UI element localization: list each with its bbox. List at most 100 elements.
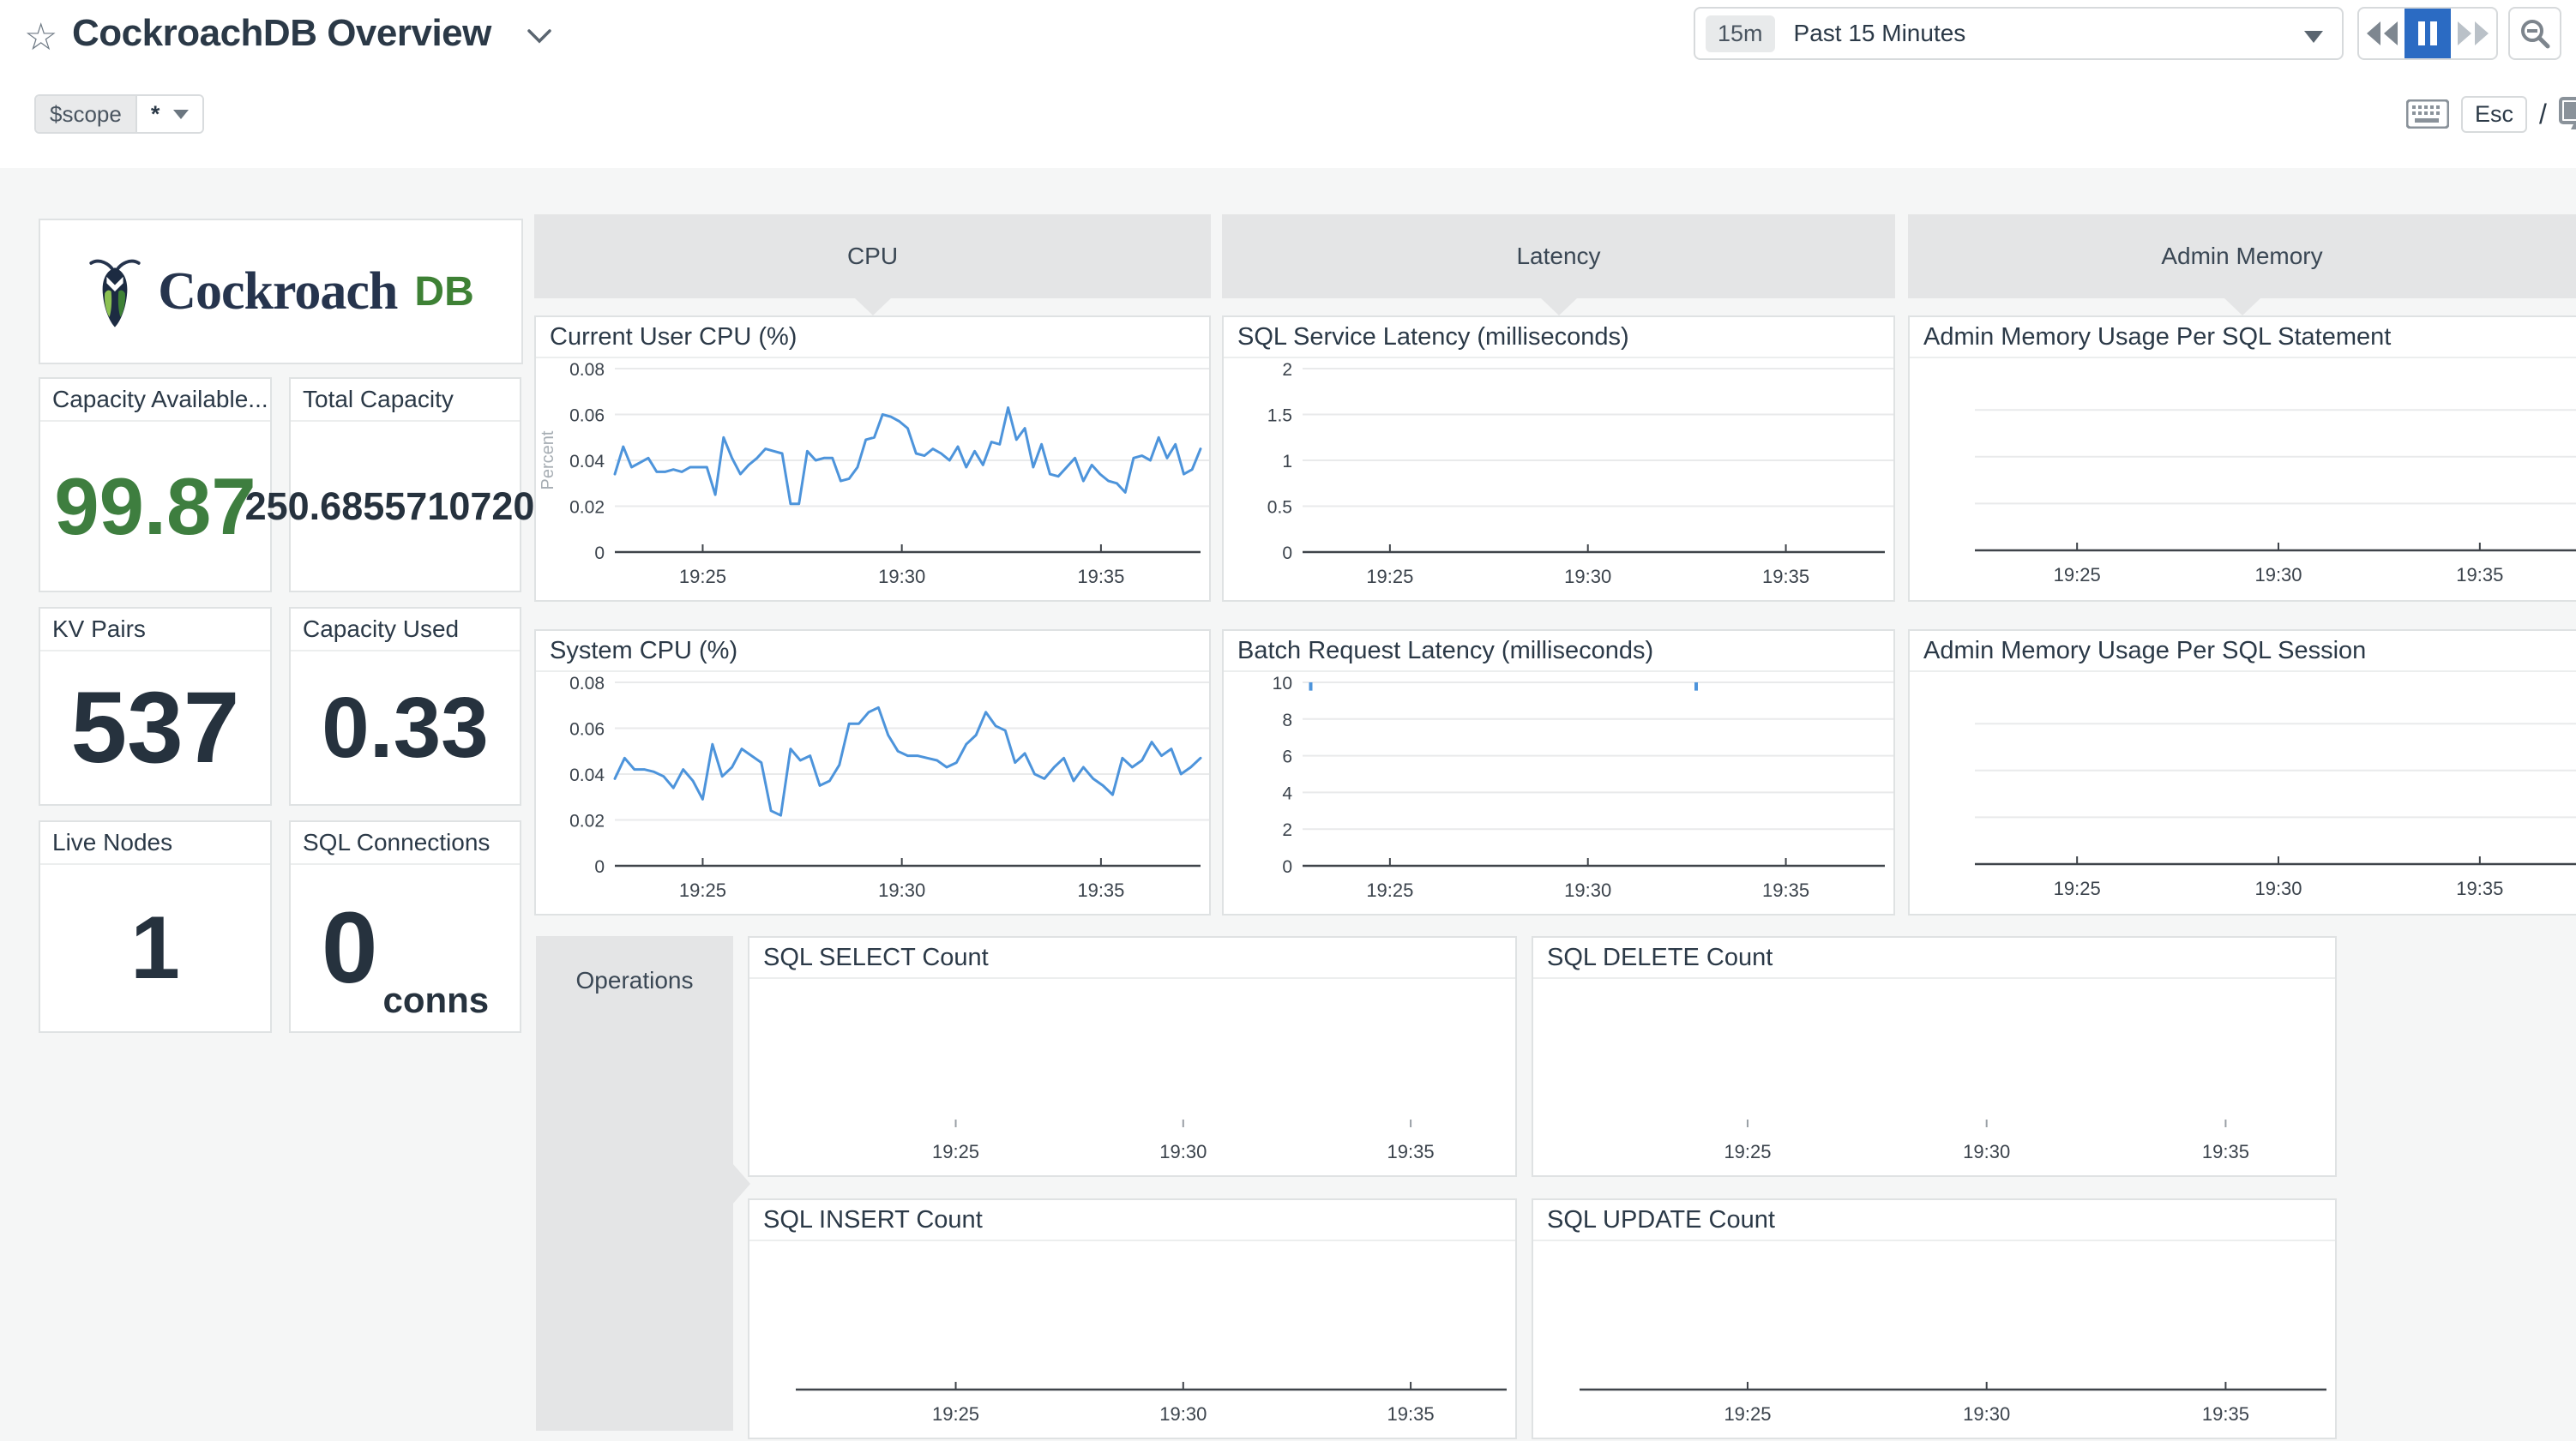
svg-text:6: 6 bbox=[1282, 748, 1292, 767]
svg-text:19:35: 19:35 bbox=[2456, 878, 2503, 899]
stat-value: 0 bbox=[321, 892, 378, 1005]
rewind-button[interactable] bbox=[2359, 9, 2404, 58]
svg-text:0.06: 0.06 bbox=[569, 720, 605, 740]
svg-text:19:35: 19:35 bbox=[1387, 1403, 1435, 1425]
chart-title: SQL Service Latency (milliseconds) bbox=[1224, 317, 1893, 358]
fast-forward-icon bbox=[2458, 21, 2489, 45]
svg-text:1.5: 1.5 bbox=[1267, 406, 1292, 426]
chart-title: Batch Request Latency (milliseconds) bbox=[1224, 631, 1893, 672]
svg-text:1: 1 bbox=[1282, 452, 1292, 471]
svg-text:0.02: 0.02 bbox=[569, 498, 605, 518]
group-header-latency[interactable]: Latency bbox=[1222, 214, 1895, 315]
group-header-operations[interactable]: Operations bbox=[536, 936, 750, 1431]
chart-plot: 19:25 19:30 19:35 bbox=[749, 1241, 1515, 1438]
chart-card-sql-insert-count[interactable]: SQL INSERT Count 19:25 19:30 19:35 bbox=[748, 1198, 1517, 1439]
svg-text:19:25: 19:25 bbox=[932, 1403, 979, 1425]
chart-title: Current User CPU (%) bbox=[536, 317, 1209, 358]
cockroachdb-logo-card: Cockroach DB bbox=[39, 219, 523, 364]
zoom-out-button[interactable] bbox=[2508, 7, 2561, 60]
stat-card-total-capacity: Total Capacity 250.6855710720 GB bbox=[245, 377, 565, 592]
svg-text:19:30: 19:30 bbox=[2254, 878, 2302, 899]
svg-text:19:30: 19:30 bbox=[1159, 1403, 1207, 1425]
pause-button[interactable] bbox=[2404, 9, 2451, 58]
group-pointer bbox=[853, 297, 892, 315]
stat-card-kv-pairs: KV Pairs 537 bbox=[39, 607, 272, 806]
stat-value: 0.33 bbox=[322, 680, 489, 776]
chart-plot: 19:25 19:30 19:35 bbox=[1910, 358, 2576, 600]
chart-title: Admin Memory Usage Per SQL Statement bbox=[1910, 317, 2576, 358]
zoom-out-icon bbox=[2521, 20, 2550, 49]
svg-text:19:35: 19:35 bbox=[2202, 1403, 2249, 1425]
keyboard-hints: Esc / bbox=[2406, 93, 2576, 135]
group-pointer bbox=[2223, 297, 2261, 315]
stat-label: KV Pairs bbox=[40, 609, 270, 651]
rewind-icon bbox=[2366, 21, 2398, 45]
svg-text:19:30: 19:30 bbox=[878, 566, 925, 587]
stat-value: 537 bbox=[70, 671, 240, 784]
svg-text:19:35: 19:35 bbox=[1077, 880, 1124, 901]
svg-text:19:35: 19:35 bbox=[1762, 566, 1809, 587]
chart-title: SQL INSERT Count bbox=[749, 1200, 1515, 1241]
template-variable-scope[interactable]: $scope * bbox=[34, 94, 205, 134]
titlebar: ☆ CockroachDB Overview 15m Past 15 Minut… bbox=[0, 0, 2576, 77]
scope-caret-icon bbox=[173, 109, 190, 119]
svg-text:19:25: 19:25 bbox=[1724, 1141, 1771, 1162]
chart-title: SQL UPDATE Count bbox=[1533, 1200, 2335, 1241]
chart-card-current-user-cpu[interactable]: Current User CPU (%) 0 0.02 0.04 0.06 0.08 19… bbox=[534, 315, 1211, 602]
svg-text:10: 10 bbox=[1273, 674, 1292, 693]
svg-text:8: 8 bbox=[1282, 711, 1292, 730]
playback-controls bbox=[2357, 7, 2498, 60]
chart-card-system-cpu[interactable]: System CPU (%) 0 0.02 0.04 0.06 0.08 19:25 19:… bbox=[534, 629, 1211, 916]
svg-text:19:25: 19:25 bbox=[1366, 566, 1413, 587]
stat-value: 250.6855710720 bbox=[244, 484, 535, 528]
scope-value-dropdown[interactable]: * bbox=[135, 96, 203, 132]
title-chevron-down-icon[interactable] bbox=[525, 26, 554, 46]
svg-text:0.5: 0.5 bbox=[1267, 498, 1292, 518]
time-range-caret-icon bbox=[2304, 31, 2323, 43]
svg-text:19:35: 19:35 bbox=[2456, 564, 2503, 585]
stat-label: Capacity Used bbox=[291, 609, 520, 651]
svg-text:2: 2 bbox=[1282, 360, 1292, 380]
svg-text:Percent: Percent bbox=[539, 430, 557, 489]
chart-card-admin-memory-statement[interactable]: Admin Memory Usage Per SQL Statement 19:… bbox=[1908, 315, 2576, 602]
chart-card-sql-select-count[interactable]: SQL SELECT Count 19:25 19:30 19:35 bbox=[748, 936, 1517, 1177]
chart-card-sql-service-latency[interactable]: SQL Service Latency (milliseconds) 0 0.5 1… bbox=[1222, 315, 1895, 602]
svg-text:2: 2 bbox=[1282, 820, 1292, 840]
time-range-badge: 15m bbox=[1706, 15, 1775, 52]
svg-text:0: 0 bbox=[1282, 543, 1292, 563]
fast-forward-button[interactable] bbox=[2451, 9, 2496, 58]
logo-wordmark: Cockroach bbox=[158, 261, 398, 321]
scope-key-label: $scope bbox=[36, 96, 135, 132]
svg-text:19:30: 19:30 bbox=[1963, 1141, 2010, 1162]
stat-label: SQL Connections bbox=[291, 822, 520, 865]
chart-plot: 19:25 19:30 19:35 bbox=[749, 979, 1515, 1175]
svg-text:4: 4 bbox=[1282, 784, 1292, 803]
page-title: CockroachDB Overview bbox=[72, 12, 491, 54]
svg-text:19:30: 19:30 bbox=[1564, 880, 1611, 901]
chart-plot: 19:25 19:30 19:35 bbox=[1533, 979, 2335, 1175]
chart-card-batch-request-latency[interactable]: Batch Request Latency (milliseconds) 0 2 4… bbox=[1222, 629, 1895, 916]
favorite-star-icon[interactable]: ☆ bbox=[24, 16, 58, 58]
chart-card-sql-update-count[interactable]: SQL UPDATE Count 19:25 19:30 19:35 bbox=[1532, 1198, 2337, 1439]
chart-plot: 19:25 19:30 19:35 bbox=[1533, 1241, 2335, 1438]
chart-card-sql-delete-count[interactable]: SQL DELETE Count 19:25 19:30 19:35 bbox=[1532, 936, 2337, 1177]
time-range-selector[interactable]: 15m Past 15 Minutes bbox=[1694, 7, 2344, 60]
svg-text:19:25: 19:25 bbox=[679, 566, 726, 587]
group-pointer bbox=[732, 1162, 750, 1204]
chart-plot: 0 0.02 0.04 0.06 0.08 19:25 19:30 19:35 bbox=[536, 672, 1209, 914]
svg-text:19:25: 19:25 bbox=[679, 880, 726, 901]
chart-card-admin-memory-session[interactable]: Admin Memory Usage Per SQL Session 19:25… bbox=[1908, 629, 2576, 916]
esc-keycap[interactable]: Esc bbox=[2461, 95, 2528, 133]
keyboard-icon[interactable] bbox=[2406, 99, 2449, 129]
svg-text:19:35: 19:35 bbox=[2202, 1141, 2249, 1162]
group-header-cpu[interactable]: CPU bbox=[534, 214, 1211, 315]
group-header-admin-memory[interactable]: Admin Memory bbox=[1908, 214, 2576, 315]
svg-text:19:35: 19:35 bbox=[1387, 1141, 1435, 1162]
scope-value: * bbox=[150, 100, 160, 127]
svg-text:0: 0 bbox=[594, 857, 605, 877]
svg-text:19:25: 19:25 bbox=[1724, 1403, 1771, 1425]
svg-text:19:35: 19:35 bbox=[1077, 566, 1124, 587]
svg-text:0.06: 0.06 bbox=[569, 406, 605, 426]
tv-mode-icon[interactable] bbox=[2558, 97, 2576, 131]
